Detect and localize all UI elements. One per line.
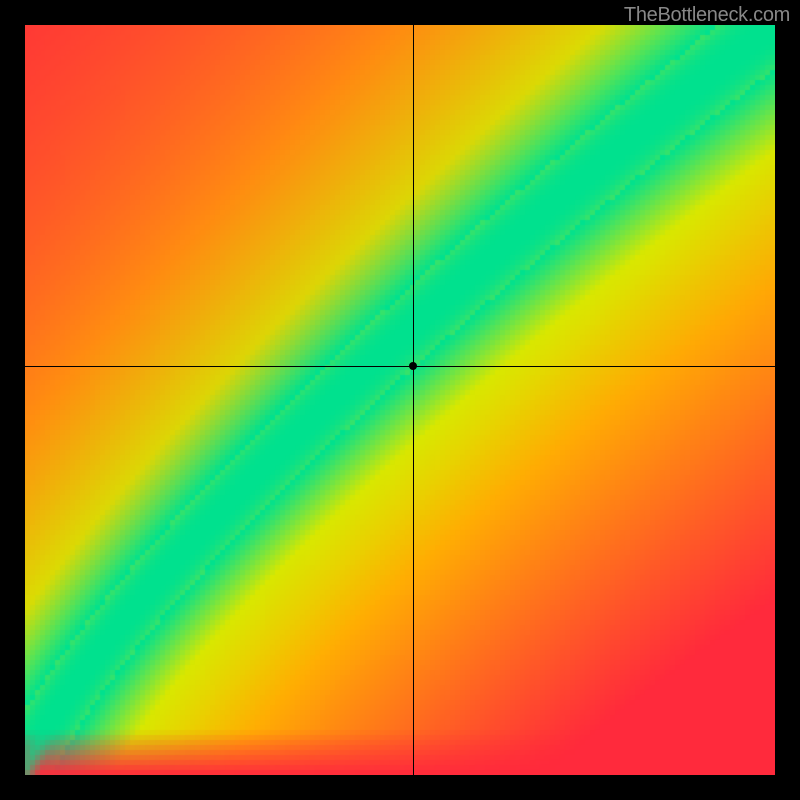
bottleneck-heatmap xyxy=(25,25,775,775)
figure-frame: TheBottleneck.com xyxy=(0,0,800,800)
crosshair-horizontal xyxy=(25,366,775,367)
watermark-text: TheBottleneck.com xyxy=(624,4,790,27)
crosshair-vertical xyxy=(413,25,414,775)
selected-point xyxy=(409,362,417,370)
plot-area xyxy=(25,25,775,775)
